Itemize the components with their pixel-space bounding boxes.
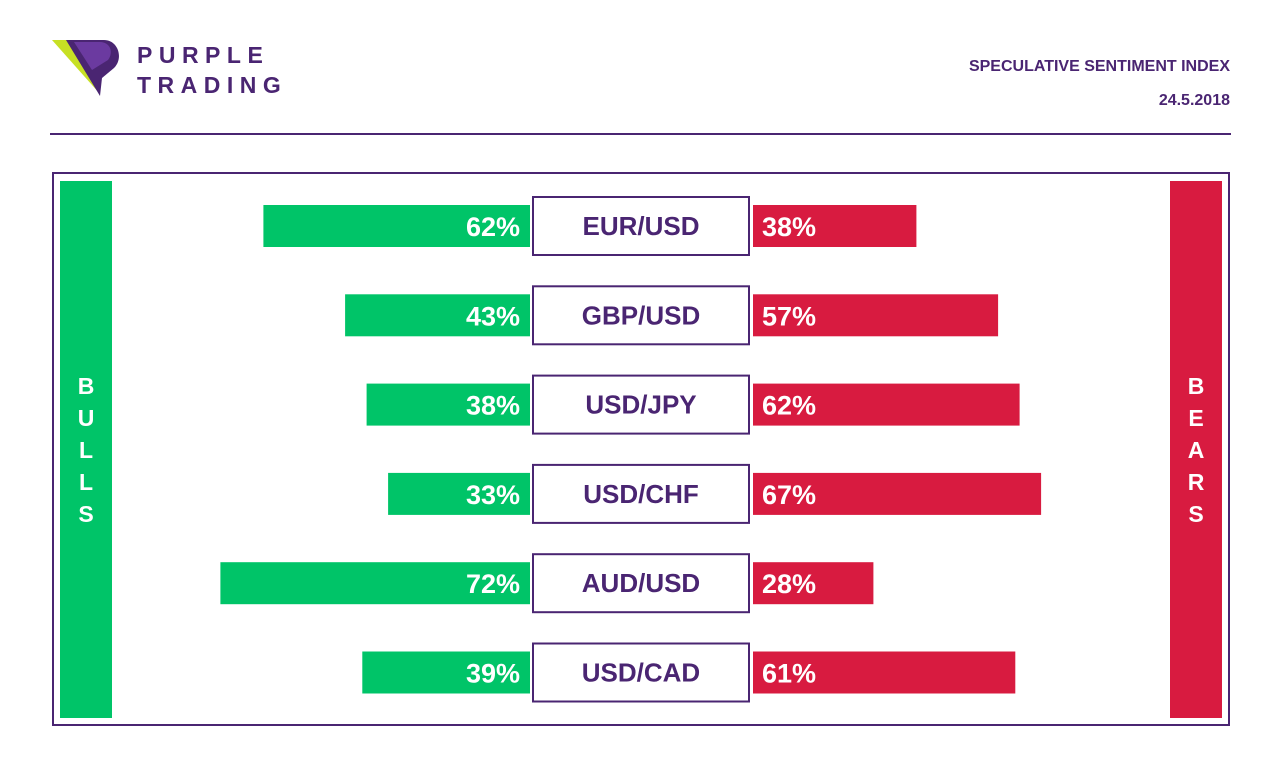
bulls-bar (220, 562, 530, 605)
pair-label: USD/JPY (585, 390, 696, 420)
pair-label: EUR/USD (582, 211, 699, 241)
bulls-bar (345, 294, 530, 337)
logo-lime-facet (52, 40, 100, 94)
pair-label-box (532, 374, 750, 435)
bulls-letter: B (77, 372, 95, 399)
logo-violet-facet (74, 42, 111, 70)
bears-value-label: 28% (762, 569, 816, 599)
bulls-value-label: 72% (466, 569, 520, 599)
bulls-value-label: 38% (466, 391, 520, 421)
bulls-bar (366, 383, 530, 426)
report-title: SPECULATIVE SENTIMENT INDEX (968, 58, 1230, 75)
bears-letter: B (1187, 372, 1205, 399)
bulls-letter: L (78, 468, 94, 495)
bears-bar (753, 383, 1020, 426)
header-divider (50, 133, 1231, 135)
brand-line-1: PURPLE (137, 42, 270, 68)
chart-frame (52, 172, 1230, 726)
pair-label-box (532, 553, 750, 614)
pair-label-box (532, 642, 750, 703)
bears-bar (753, 472, 1042, 515)
brand-wordmark: PURPLE TRADING (137, 40, 287, 100)
bulls-value-label: 33% (466, 480, 520, 510)
report-date: 24.5.2018 (1158, 92, 1230, 109)
bears-bar (753, 205, 917, 247)
pair-label: AUD/USD (582, 568, 700, 598)
pair-label-box (532, 285, 750, 346)
bears-letter: E (1188, 404, 1204, 431)
bulls-bar (263, 205, 530, 247)
bulls-letter: L (78, 436, 94, 463)
bears-value-label: 38% (762, 212, 816, 242)
bulls-value-label: 62% (466, 212, 520, 242)
bears-letter: A (1187, 436, 1205, 463)
pair-label: GBP/USD (582, 300, 700, 330)
bulls-value-label: 39% (466, 659, 520, 689)
bears-letter: S (1188, 500, 1204, 527)
purple-trading-logo (52, 40, 119, 96)
bears-letter: R (1187, 468, 1205, 495)
bulls-value-label: 43% (466, 301, 520, 331)
pair-label: USD/CHF (583, 479, 699, 509)
pair-label: USD/CAD (582, 658, 700, 688)
bears-value-label: 57% (762, 301, 816, 331)
bears-bar (753, 651, 1016, 694)
bulls-letter: S (78, 500, 94, 527)
bulls-letter: U (77, 404, 95, 431)
bears-value-label: 67% (762, 480, 816, 510)
bulls-bar (362, 651, 530, 694)
bears-bar (753, 562, 874, 605)
bears-bar (753, 294, 999, 337)
pair-label-box (532, 196, 750, 256)
brand-line-2: TRADING (137, 72, 288, 98)
bulls-bar (388, 472, 530, 515)
bears-value-label: 61% (762, 659, 816, 689)
bears-value-label: 62% (762, 391, 816, 421)
pair-label-box (532, 463, 750, 524)
